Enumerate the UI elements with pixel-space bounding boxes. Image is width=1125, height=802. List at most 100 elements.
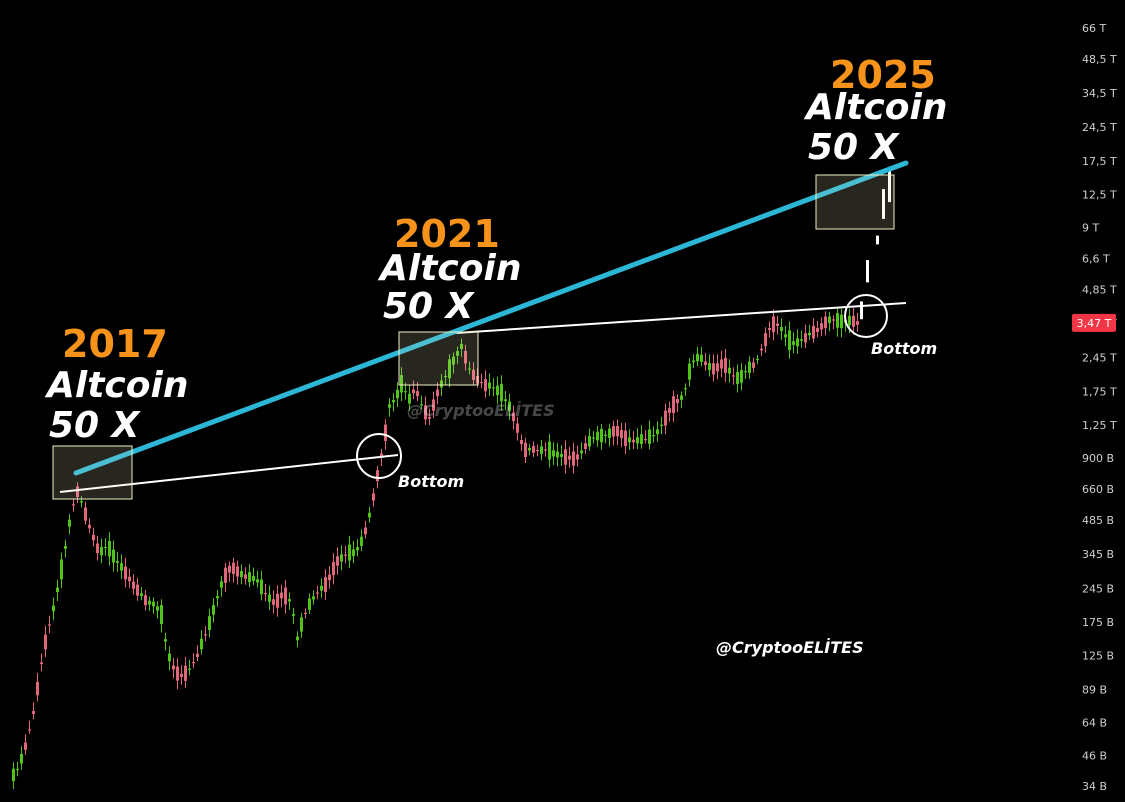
candle-body [188,668,191,670]
candle-body [656,429,659,435]
candle-body [172,665,175,670]
candle-body [268,594,271,602]
candle-body [208,616,211,631]
candle-body [688,363,691,380]
projection-candle [888,166,891,203]
candle-body [420,404,423,406]
candle-body [216,596,219,599]
candle-body [528,447,531,451]
candle-body [460,343,463,349]
candle-body [424,405,427,420]
candle-body [480,382,483,384]
candle-body [256,579,259,583]
candle-body [668,408,671,413]
y-axis-tick-label: 48,5 T [1082,53,1117,66]
candle-body [704,361,707,366]
candle-body [52,605,55,612]
y-axis-tick-label: 900 B [1082,452,1114,465]
candle-body [700,354,703,362]
candle-body [360,536,363,546]
candle-body [744,371,747,373]
candle-body [156,606,159,611]
candle-body [780,326,783,331]
y-axis-tick-label: 46 B [1082,750,1107,763]
candle-body [556,451,559,458]
annotation-altcoin-2017: Altcoin [44,365,188,406]
candle-body [604,434,607,436]
candle-body [712,363,715,375]
candle-body [488,382,491,389]
candle-body [440,380,443,388]
candle-body [372,493,375,501]
y-axis-tick-label: 175 B [1082,616,1114,629]
candle-body [624,430,627,446]
y-axis-tick-label: 125 B [1082,650,1114,663]
candle-body [620,429,623,439]
y-axis-tick-label: 6,6 T [1082,253,1110,266]
y-axis-tick-label: 245 B [1082,582,1114,595]
candle-body [516,423,519,433]
current-price-badge [1072,313,1116,332]
y-axis-tick-label: 34,5 T [1082,87,1117,100]
candle-body [776,323,779,326]
candle-body [168,653,171,662]
projection-candle [876,235,879,245]
candle-body [428,417,431,419]
candle-body [136,584,139,596]
candle-body [120,563,123,571]
candle-body [252,576,255,581]
candle-body [376,470,379,482]
candle-body [448,359,451,379]
y-axis-tick-label: 2,45 T [1082,352,1117,365]
candle-body [588,435,591,447]
candle-body [288,599,291,602]
candle-body [40,662,43,665]
candle-body [852,315,855,327]
candle-body [664,410,667,426]
candle-body [820,323,823,330]
candle-body [496,385,499,396]
candle-body [224,567,227,583]
annotation-multiple-2017: 50 X [49,405,142,446]
candle-body [176,666,179,681]
candle-body [164,639,167,642]
current-price-label: 3,47 T [1077,317,1112,330]
annotation-multiple-2025: 50 X [808,127,901,168]
y-axis-tick-label: 89 B [1082,684,1107,697]
candle-body [244,574,247,579]
watermark-faint: @CryptooELİTES [407,401,555,420]
candle-body [628,437,631,443]
candle-body [676,399,679,404]
highlight-box-2017 [52,445,133,500]
candle-body [812,325,815,339]
candle-body [108,541,111,557]
annotation-year-2017: 2017 [62,322,168,366]
candle-body [684,388,687,390]
candle-body [348,544,351,561]
candle-body [748,361,751,373]
candle-body [140,593,143,597]
candle-body [340,554,343,562]
candle-body [564,449,567,465]
candle-body [32,711,35,714]
candle-body [100,547,103,556]
candle-body [68,519,71,527]
candle-body [752,362,755,368]
candle-body [708,363,711,371]
candle-body [600,428,603,443]
candle-body [772,316,775,333]
candle-body [728,367,731,374]
candle-body [576,454,579,460]
candle-body [400,375,403,393]
candle-body [44,634,47,650]
candle-body [436,389,439,397]
candle-body [824,316,827,329]
candle-body [344,554,347,556]
candle-body [184,665,187,681]
candle-body [76,486,79,497]
highlight-box-2021 [398,331,479,386]
candle-body [80,501,83,503]
candle-body [832,319,835,321]
candle-body [784,334,787,338]
y-axis-tick-label: 485 B [1082,514,1114,527]
